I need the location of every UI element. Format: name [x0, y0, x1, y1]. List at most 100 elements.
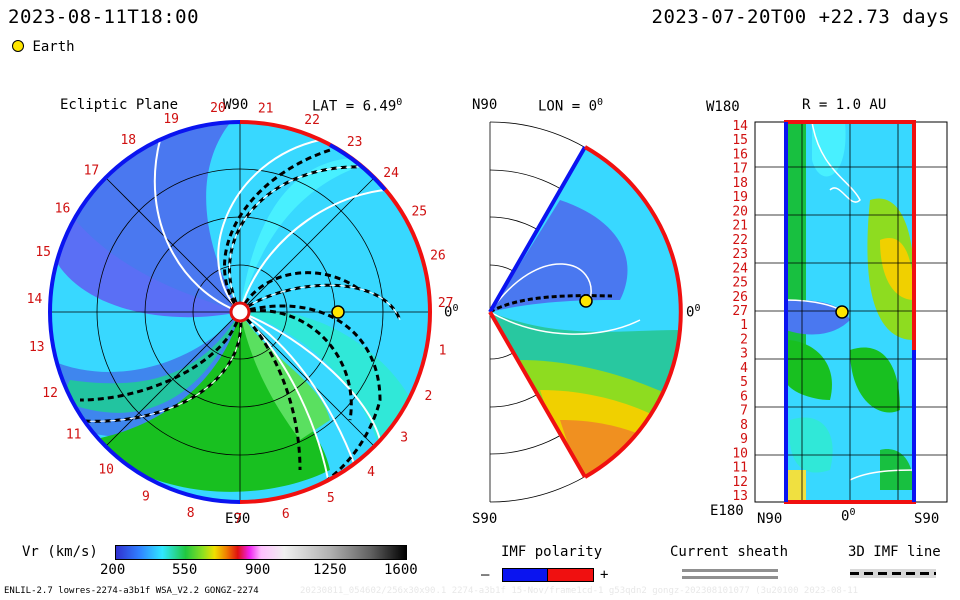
current-sheath-line-1 — [682, 569, 778, 572]
colorbar-tick-0: 200 — [100, 562, 126, 578]
sphere-bottom-n: N90 — [757, 511, 783, 527]
earth-marker-ecliptic — [331, 305, 345, 319]
carrington-tick-21: 21 — [258, 102, 274, 117]
colorbar-label: Vr (km/s) — [22, 544, 98, 560]
sphere-row-label-17: 17 — [732, 162, 748, 177]
imf-line-title: 3D IMF line — [848, 544, 941, 560]
sphere-top-left: W180 — [706, 99, 740, 115]
imf-minus-label: – — [481, 567, 490, 583]
imf-plus-label: + — [600, 567, 609, 583]
carrington-tick-27: 27 — [438, 296, 454, 311]
carrington-tick-7: 7 — [234, 512, 242, 527]
sphere-row-label-26: 26 — [732, 290, 748, 305]
imf-polarity-title: IMF polarity — [501, 544, 603, 560]
carrington-tick-5: 5 — [327, 491, 335, 506]
colorbar-tick-4: 1600 — [384, 562, 418, 578]
ecliptic-rim-negative — [48, 120, 241, 504]
ecliptic-right-label: 00 — [444, 303, 459, 321]
lon-label: LON = 00 — [538, 97, 604, 115]
sphere-row-label-5: 5 — [740, 375, 748, 390]
sphere-row-label-16: 16 — [732, 148, 748, 163]
carrington-tick-8: 8 — [187, 506, 195, 521]
imf-negative-swatch — [502, 568, 549, 582]
sphere-row-label-8: 8 — [740, 418, 748, 433]
carrington-tick-18: 18 — [120, 133, 136, 148]
sphere-row-label-18: 18 — [732, 176, 748, 191]
ecliptic-top-label: W90 — [223, 97, 249, 113]
sphere-row-labels: 1415161718192021222324252627123456789101… — [732, 119, 748, 504]
meridional-wedge — [490, 147, 680, 477]
sphere-row-label-3: 3 — [740, 347, 748, 362]
sphere-row-label-11: 11 — [732, 461, 748, 476]
ecliptic-title: Ecliptic Plane — [60, 97, 179, 113]
carrington-tick-17: 17 — [84, 163, 100, 178]
sphere-row-label-1: 1 — [740, 318, 748, 333]
meridional-rim — [584, 145, 683, 479]
carrington-tick-20: 20 — [210, 101, 226, 116]
sphere-row-label-15: 15 — [732, 133, 748, 148]
model-info: ENLIL-2.7 lowres-2274-a3b1f WSA_V2.2 GON… — [4, 586, 259, 596]
earth-marker-sphere — [835, 305, 849, 319]
carrington-tick-3: 3 — [400, 431, 408, 446]
meridional-right-label: 00 — [686, 303, 701, 321]
sphere-row-label-12: 12 — [732, 475, 748, 490]
carrington-tick-11: 11 — [66, 428, 82, 443]
meridional-bottom-left: S90 — [472, 511, 498, 527]
ecliptic-bottom-label: E90 — [225, 511, 251, 527]
sphere-row-label-21: 21 — [732, 219, 748, 234]
sphere-row-label-9: 9 — [740, 432, 748, 447]
sphere-row-label-13: 13 — [732, 489, 748, 504]
sphere-bottom-s: S90 — [914, 511, 940, 527]
sphere-row-label-25: 25 — [732, 276, 748, 291]
ecliptic-disc — [50, 122, 430, 502]
colorbar-gradient — [115, 545, 407, 560]
carrington-tick-26: 26 — [430, 249, 446, 264]
colorbar-tick-1: 550 — [172, 562, 198, 578]
carrington-tick-22: 22 — [304, 113, 320, 128]
sphere-row-label-27: 27 — [732, 304, 748, 319]
ecliptic-rim-positive — [239, 120, 432, 504]
carrington-tick-12: 12 — [42, 386, 58, 401]
earth-legend-label: Earth — [32, 39, 75, 55]
carrington-tick-1: 1 — [439, 344, 447, 359]
timestamp-right: 2023-07-20T00 +22.73 days — [651, 6, 950, 28]
timestamp-left: 2023-08-11T18:00 — [8, 6, 200, 28]
sphere-row-label-6: 6 — [740, 389, 748, 404]
imf-line-swatch — [850, 569, 936, 578]
sphere-row-label-19: 19 — [732, 190, 748, 205]
carrington-tick-24: 24 — [383, 166, 399, 181]
carrington-tick-9: 9 — [142, 489, 150, 504]
current-sheath-title: Current sheath — [670, 544, 789, 560]
sphere-row-label-20: 20 — [732, 204, 748, 219]
sphere-row-label-7: 7 — [740, 404, 748, 419]
meridional-top-left: N90 — [472, 97, 498, 113]
colorbar-tick-3: 1250 — [313, 562, 347, 578]
carrington-tick-19: 19 — [163, 112, 179, 127]
imf-positive-swatch — [547, 568, 594, 582]
carrington-tick-6: 6 — [282, 507, 290, 522]
carrington-tick-2: 2 — [424, 389, 432, 404]
watermark: 20230811_054602/256x30x90.1 2274-a3b1f 1… — [300, 586, 859, 596]
carrington-tick-16: 16 — [55, 201, 71, 216]
carrington-tick-4: 4 — [367, 465, 375, 480]
carrington-tick-25: 25 — [411, 205, 427, 220]
sphere-bottom-left: E180 — [710, 503, 744, 519]
carrington-tick-10: 10 — [98, 463, 114, 478]
colorbar-tick-2: 900 — [245, 562, 271, 578]
carrington-tick-23: 23 — [347, 135, 363, 150]
earth-marker-icon — [12, 40, 24, 52]
current-sheath-line-2 — [682, 576, 778, 579]
sphere-row-label-10: 10 — [732, 446, 748, 461]
carrington-tick-14: 14 — [27, 292, 43, 307]
sphere-row-label-4: 4 — [740, 361, 748, 376]
sphere-row-label-24: 24 — [732, 261, 748, 276]
carrington-tick-13: 13 — [29, 340, 45, 355]
sphere-row-label-14: 14 — [732, 119, 748, 134]
sphere-row-label-23: 23 — [732, 247, 748, 262]
earth-marker-meridional — [579, 294, 593, 308]
carrington-tick-15: 15 — [35, 245, 51, 260]
r-label: R = 1.0 AU — [802, 97, 887, 113]
sun-marker — [229, 301, 251, 323]
